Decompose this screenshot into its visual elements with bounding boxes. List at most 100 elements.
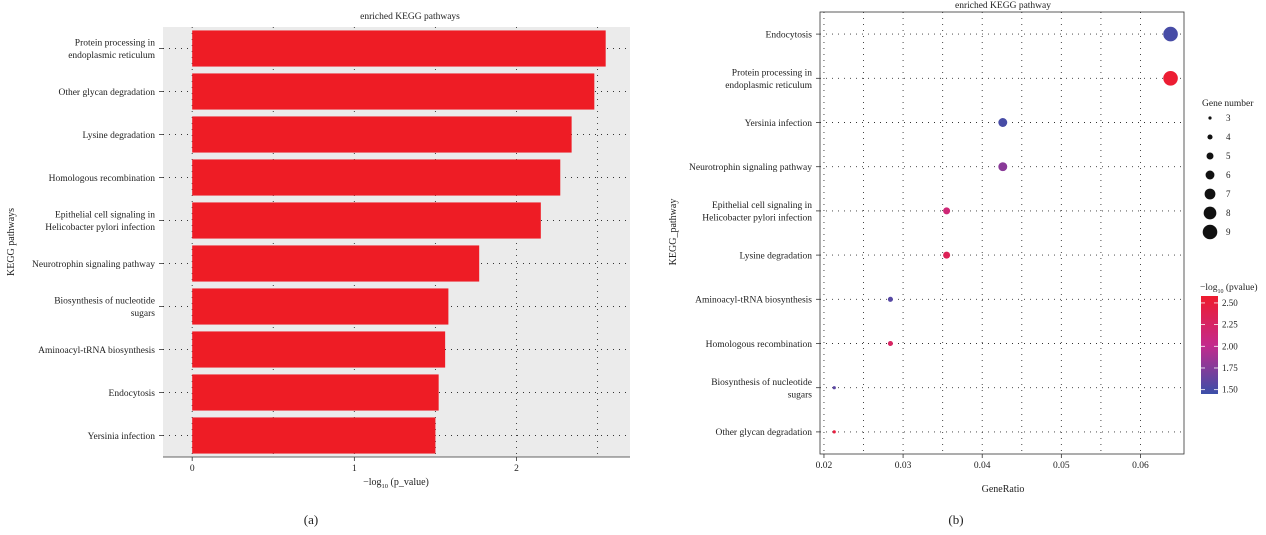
bar-chart-x-axis-label: −log10 (p_value) — [363, 477, 429, 490]
bar-category-label-line: Lysine degradation — [82, 131, 155, 141]
dot-plot-category-labels: Endocytosis Protein processing in endoplas… — [689, 30, 820, 438]
bar-x-label-prefix: −log — [363, 477, 381, 488]
bar-category-label-line: Protein processing in — [75, 39, 155, 49]
dot-point — [1163, 71, 1178, 86]
colorbar-tick-label: 2.00 — [1222, 341, 1238, 351]
dot-plot-y-axis-label: KEGG_pathway — [668, 199, 679, 266]
bar-chart-y-axis-label: KEGG pathways — [6, 208, 17, 276]
pvalue-legend-title: −log10 (pvalue) — [1200, 282, 1258, 295]
dot-point — [887, 340, 893, 347]
gene-number-legend-label: 3 — [1226, 113, 1231, 123]
dot-category-label: Homologous recombination — [706, 340, 813, 350]
bar — [192, 159, 561, 196]
dot-category-label: Lysine degradation — [739, 251, 812, 261]
dot-category-label-line: Other glycan degradation — [715, 428, 812, 438]
dot-point — [1163, 26, 1178, 42]
dot-category-label: Endocytosis — [766, 30, 813, 40]
pvalue-color-legend: −log10 (pvalue) 2.50 2.25 2.00 1.75 1.50 — [1200, 282, 1258, 395]
dot-plot-grid — [820, 12, 1184, 454]
bar-x-label-sub: 10 — [382, 483, 389, 490]
bar-category-label: Biosynthesis of nucleotide sugars — [54, 296, 155, 320]
dot-x-tick-label: 0.05 — [1053, 461, 1070, 471]
dot-plot-x-axis-label: GeneRatio — [982, 484, 1025, 495]
bar — [192, 288, 449, 325]
dot-category-label: Yersinia infection — [745, 118, 813, 129]
bar-category-label: Other glycan degradation — [58, 88, 155, 98]
dot-category-label-line: Homologous recombination — [706, 340, 813, 350]
bar-category-label-line: Neurotrophin signaling pathway — [32, 260, 155, 270]
bar-category-label-line: Aminoacyl-tRNA biosynthesis — [38, 346, 155, 356]
colorbar-tick-label: 2.50 — [1222, 298, 1238, 308]
bar-category-label: Homologous recombination — [49, 174, 156, 184]
dot-x-tick-label: 0.06 — [1132, 461, 1149, 471]
bar — [192, 417, 436, 454]
bar-x-tick-label: 2 — [514, 464, 519, 474]
pvalue-legend-prefix: −log — [1200, 283, 1218, 293]
dot-point — [943, 251, 951, 259]
colorbar-tick-label: 1.75 — [1222, 363, 1238, 373]
dot-point — [832, 430, 836, 434]
bar-category-label-line: Yersinia infection — [88, 431, 156, 442]
pvalue-colorbar-ticks: 2.50 2.25 2.00 1.75 1.50 — [1201, 298, 1238, 395]
gene-number-legend-label: 6 — [1226, 170, 1231, 180]
bar-category-label-line: sugars — [131, 309, 156, 319]
dot-category-label-line: Endocytosis — [766, 30, 813, 40]
bar-category-label: Yersinia infection — [88, 431, 156, 442]
dot-category-label: Epithelial cell signaling in Helicobacter… — [702, 201, 812, 224]
gene-number-legend-dot — [1202, 224, 1218, 240]
bar — [192, 73, 595, 110]
dot-category-label-line: Epithelial cell signaling in — [712, 201, 812, 211]
pvalue-colorbar — [1201, 296, 1218, 394]
dot-point — [998, 118, 1008, 127]
panel-label-a: (a) — [304, 512, 318, 527]
dot-x-tick-label: 0.03 — [895, 461, 912, 471]
bar-x-tick-label: 1 — [352, 464, 357, 474]
bar-category-label-line: Homologous recombination — [49, 174, 156, 184]
bar-category-label: Lysine degradation — [82, 131, 155, 141]
bar-category-label-line: Epithelial cell signaling in — [55, 211, 155, 221]
bar — [192, 245, 480, 282]
gene-number-legend-dot — [1204, 188, 1216, 200]
bar-category-label: Neurotrophin signaling pathway — [32, 260, 155, 270]
dot-category-label-line: Helicobacter pylori infection — [702, 212, 812, 223]
bar-category-label-line: Other glycan degradation — [58, 88, 155, 98]
bar-chart-x-ticks: 0 1 2 — [190, 457, 519, 474]
bar-chart-title: enriched KEGG pathways — [360, 12, 460, 22]
gene-number-legend-dot — [1207, 134, 1213, 140]
gene-number-legend: Gene number 3 4 5 6 7 8 9 — [1202, 99, 1254, 240]
gene-number-legend-label: 8 — [1226, 208, 1231, 218]
bar-category-label: Protein processing in endoplasmic reticul… — [68, 39, 155, 62]
dot-point — [943, 207, 951, 215]
gene-number-legend-dot — [1203, 206, 1217, 220]
dot-x-tick-label: 0.02 — [816, 461, 833, 471]
panel-label-b: (b) — [948, 512, 963, 527]
dot-plot-title: enriched KEGG pathway — [955, 1, 1051, 11]
bar-chart-category-labels: Protein processing in endoplasmic reticul… — [32, 39, 163, 442]
gene-number-legend-label: 4 — [1226, 132, 1231, 142]
dot-category-label-line: Yersinia infection — [745, 118, 813, 129]
bar-category-label-line: Helicobacter pylori infection — [45, 222, 155, 233]
dot-point — [887, 296, 893, 302]
bar — [192, 116, 572, 153]
dot-category-label: Neurotrophin signaling pathway — [689, 163, 812, 173]
bar-chart-panel: enriched KEGG pathways Protein processin… — [6, 12, 630, 527]
gene-number-legend-dot — [1206, 152, 1214, 160]
bar-category-label: Epithelial cell signaling in Helicobacter… — [45, 211, 155, 234]
bar-category-label-line: Biosynthesis of nucleotide — [54, 296, 155, 307]
dot-category-label: Biosynthesis of nucleotide sugars — [711, 377, 812, 401]
bar — [192, 374, 439, 411]
dot-category-label-line: Protein processing in — [732, 68, 812, 78]
dot-category-label: Other glycan degradation — [715, 428, 812, 438]
dot-category-label: Protein processing in endoplasmic reticul… — [725, 68, 812, 91]
pvalue-legend-suffix: (pvalue) — [1224, 282, 1258, 293]
dot-plot-points — [832, 26, 1178, 434]
dot-category-label-line: Biosynthesis of nucleotide — [711, 377, 812, 388]
bar-x-label-suffix: (p_value) — [388, 477, 429, 488]
dot-category-label-line: sugars — [788, 390, 813, 400]
dot-plot-plot-area — [819, 11, 1185, 455]
bar — [192, 30, 606, 67]
dot-category-label-line: Neurotrophin signaling pathway — [689, 163, 812, 173]
dot-x-tick-label: 0.04 — [974, 461, 991, 471]
bar — [192, 331, 446, 368]
